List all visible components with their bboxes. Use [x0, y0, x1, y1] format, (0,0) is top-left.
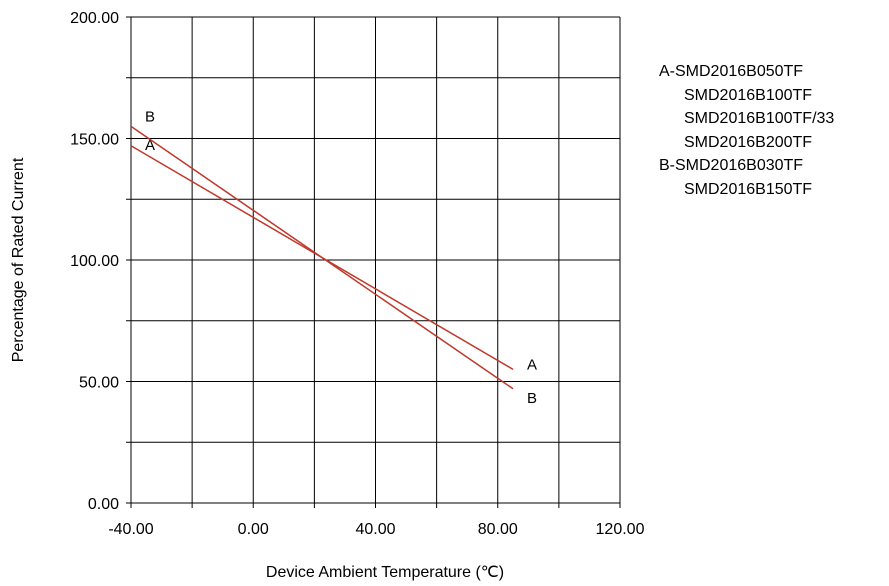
- axis-ticks: -40.00 0.00 40.00 80.00 120.00 0.00 50.00 100.0…: [70, 10, 645, 538]
- legend-entry: SMD2016B100TF/33: [659, 107, 834, 131]
- x-tick-label: 120.00: [596, 521, 645, 538]
- series-end-label-a: A: [527, 356, 537, 373]
- legend-group-prefix: A-: [659, 63, 675, 80]
- legend-entry: SMD2016B100TF: [659, 84, 834, 108]
- x-tick-label: -40.00: [108, 521, 153, 538]
- x-tick-label: 0.00: [238, 521, 269, 538]
- series-line-b: [130, 125, 514, 390]
- legend-entry: SMD2016B150TF: [659, 178, 834, 202]
- series-start-label-b: B: [145, 108, 155, 125]
- legend-part-number: SMD2016B150TF: [684, 180, 813, 198]
- legend-part-number: SMD2016B050TF: [675, 63, 804, 80]
- y-tick-label: 50.00: [79, 375, 119, 392]
- legend-group-prefix: B-: [659, 157, 675, 175]
- legend-entry: SMD2016B200TF: [659, 131, 834, 155]
- y-tick-label: 200.00: [70, 10, 119, 27]
- legend-part-number: SMD2016B100TF: [684, 86, 813, 104]
- legend-part-number: SMD2016B200TF: [684, 133, 813, 151]
- x-axis-title: Device Ambient Temperature (℃): [266, 564, 504, 581]
- legend-entry: B-SMD2016B030TF: [659, 154, 834, 178]
- y-tick-label: 0.00: [88, 496, 119, 513]
- series-end-label-b: B: [527, 390, 537, 407]
- series-start-label-a: A: [145, 137, 155, 154]
- legend-part-number: SMD2016B100TF/33: [684, 110, 835, 128]
- y-axis-title: Percentage of Rated Current: [10, 157, 27, 362]
- legend-part-number: SMD2016B030TF: [675, 157, 804, 175]
- y-tick-label: 150.00: [70, 132, 119, 149]
- y-tick-label: 100.00: [70, 253, 119, 270]
- x-tick-label: 40.00: [355, 521, 395, 538]
- legend-entry: A-SMD2016B050TF: [659, 60, 834, 84]
- legend: A-SMD2016B050TF SMD2016B100TF SMD2016B100T…: [659, 60, 834, 202]
- x-tick-label: 80.00: [478, 521, 518, 538]
- plot-grid: [130, 16, 621, 504]
